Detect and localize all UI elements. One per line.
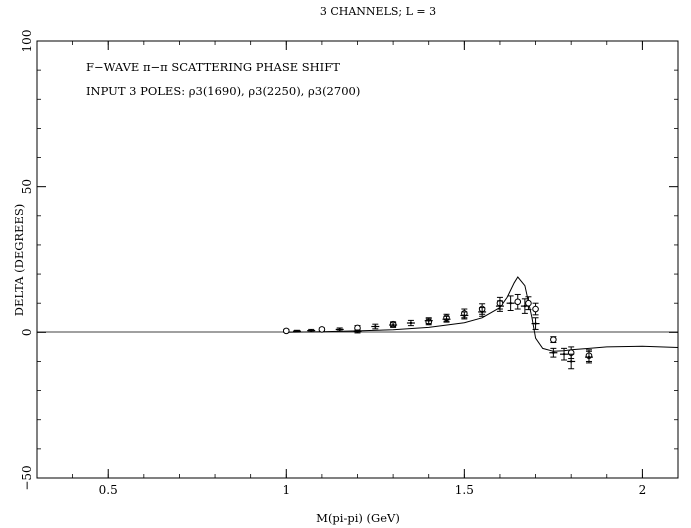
data-point-cross [495,300,504,312]
data-point-cross [584,350,593,364]
y-tick-label: 100 [20,30,34,53]
x-tick-label: 0.5 [99,483,118,497]
x-tick-label: 2 [639,483,647,497]
x-axis-label: M(pi-pi) (GeV) [316,511,400,525]
y-tick-label: −50 [20,465,34,490]
data-point-cross [520,298,529,314]
data-point-cross [478,307,487,317]
x-tick-label: 1.5 [455,483,474,497]
data-point-cross [560,347,569,361]
data-point-cross [442,315,451,323]
data-point-cross [307,328,316,333]
data-marks [282,276,679,370]
data-point-cross [292,329,301,333]
data-point-cross [353,329,362,334]
data-point-circle [525,296,532,311]
data-point-cross [406,319,415,327]
y-axis: −50 0 50 100 [20,30,678,491]
data-point-cross [460,311,469,320]
chart-title: 3 CHANNELS; L = 3 [320,5,436,18]
y-tick-label: 0 [20,329,34,337]
data-point-cross [506,295,515,311]
data-point-cross [549,347,558,358]
data-point-cross [531,317,540,330]
data-point-cross [389,322,398,328]
data-point-circle [514,293,522,310]
data-point-circle [318,326,326,333]
data-point-cross [424,317,433,325]
y-tick-label: 50 [20,179,34,194]
fit-curve [286,276,679,352]
data-point-cross [335,327,344,332]
data-point-cross [567,353,576,370]
data-point-circle [532,302,539,316]
annotation-line-2: INPUT 3 POLES: ρ3(1690), ρ3(2250), ρ3(27… [86,84,360,98]
data-point-cross [371,323,380,330]
x-axis: 0.5 1 1.5 2 [72,41,679,497]
data-point-circle [282,327,290,335]
data-point-circle [550,336,557,344]
x-tick-label: 1 [282,483,290,497]
plot-frame [36,40,679,479]
annotation-line-1: F−WAVE π−π SCATTERING PHASE SHIFT [86,60,340,74]
y-axis-label: DELTA (DEGREES) [12,204,26,316]
